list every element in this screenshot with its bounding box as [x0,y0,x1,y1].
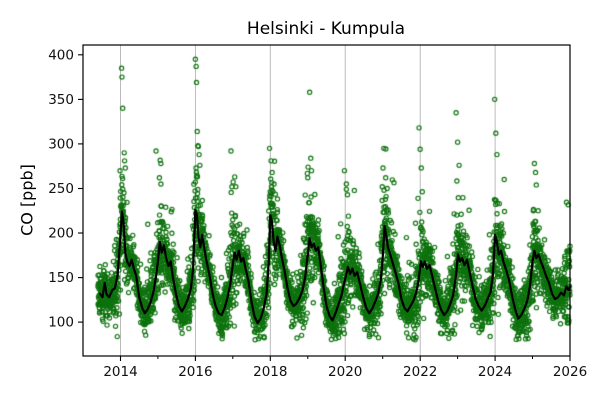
svg-text:2020: 2020 [328,364,362,380]
svg-text:200: 200 [48,226,74,242]
svg-text:300: 300 [48,136,74,152]
svg-text:150: 150 [48,270,74,286]
svg-text:2016: 2016 [178,364,212,380]
svg-text:350: 350 [48,92,74,108]
chart-title: Helsinki - Kumpula [246,19,406,39]
svg-text:250: 250 [48,181,74,197]
svg-text:2026: 2026 [553,364,587,380]
svg-text:100: 100 [48,315,74,331]
svg-text:2024: 2024 [478,364,512,380]
svg-text:2018: 2018 [253,364,287,380]
svg-text:2022: 2022 [403,364,437,380]
svg-text:2014: 2014 [103,364,137,380]
svg-text:400: 400 [48,47,74,63]
y-axis-label: CO [ppb] [17,164,37,236]
